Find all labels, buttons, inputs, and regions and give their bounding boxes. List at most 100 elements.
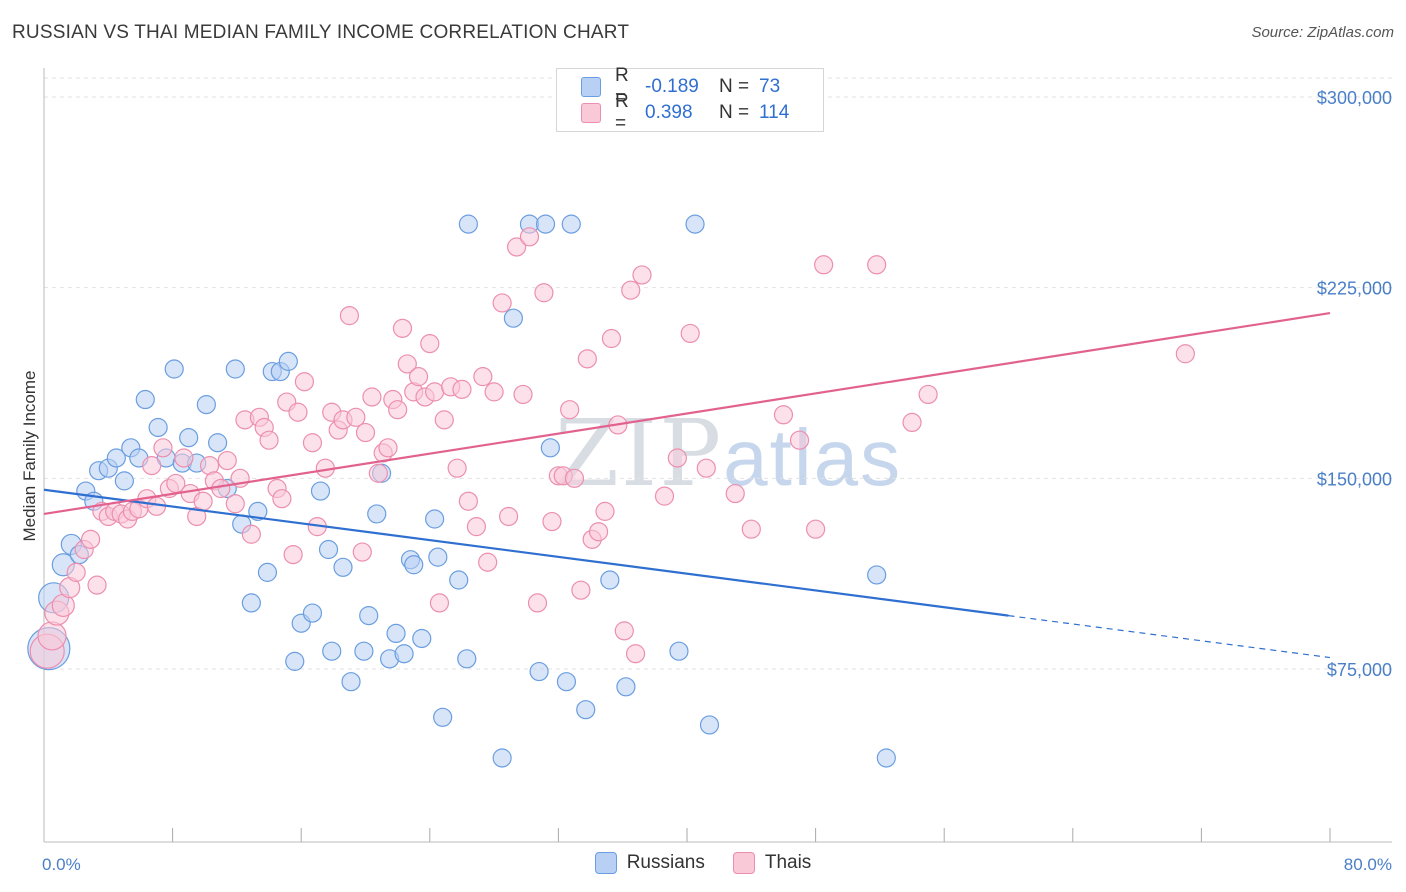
russian-point	[225, 359, 245, 379]
series-legend-thais[interactable]: Thais	[732, 852, 811, 874]
russian-point	[404, 555, 424, 575]
thai-point	[217, 450, 237, 471]
watermark: ZIPatlas	[555, 400, 902, 507]
thai-point	[484, 382, 504, 402]
thai-point	[773, 405, 794, 425]
russian-point	[669, 641, 689, 661]
thai-point	[339, 306, 360, 326]
russian-point	[867, 565, 887, 585]
russian-point	[164, 359, 184, 379]
thai-point	[680, 323, 700, 344]
russian-point	[208, 433, 228, 453]
thai-point	[283, 544, 303, 565]
legend-swatch-russians	[581, 77, 601, 97]
thai-point	[241, 524, 261, 544]
chart-title: RUSSIAN VS THAI MEDIAN FAMILY INCOME COR…	[12, 22, 630, 43]
russian-point	[257, 562, 278, 582]
thai-point	[362, 387, 382, 407]
thai-point	[174, 448, 194, 468]
thai-trend-line	[43, 312, 1331, 516]
russian-point	[114, 471, 134, 491]
thai-point	[654, 486, 675, 506]
russian-point	[492, 748, 512, 768]
thai-point	[225, 494, 245, 514]
thai-point	[595, 501, 615, 521]
x-tick-label: 0.0%	[42, 855, 81, 874]
thai-point	[408, 367, 429, 387]
thai-point	[211, 478, 231, 499]
thai-point	[302, 433, 323, 453]
y-axis-label: Median Family Income	[20, 370, 39, 541]
x-tick-label: 80.0%	[1344, 855, 1392, 874]
thai-point	[1175, 344, 1195, 364]
correlation-legend: R = -0.189 N = 73 R = 0.398 N = 114	[556, 65, 824, 134]
thai-point	[696, 458, 716, 478]
russian-point	[394, 644, 414, 664]
source-label: Source: ZipAtlas.com	[1251, 24, 1394, 41]
thai-point	[272, 489, 292, 509]
legend-row-thais: R = 0.398 N = 114	[581, 91, 790, 134]
russian-point	[699, 715, 720, 735]
thai-point	[632, 265, 652, 285]
y-tick-label: $300,000	[1317, 88, 1392, 108]
russian-point	[576, 700, 596, 720]
legend-n-label: N =	[719, 76, 750, 97]
thai-point	[571, 580, 591, 600]
legend-r-value: 0.398	[645, 102, 693, 123]
russian-point	[503, 308, 523, 328]
russian-point	[278, 351, 298, 371]
legend-n-value: 73	[759, 76, 781, 97]
russian-trend-line	[43, 488, 1009, 617]
thai-point	[153, 438, 173, 458]
thai-point	[66, 562, 86, 582]
russian-point	[535, 214, 556, 234]
thai-point	[392, 318, 413, 338]
thai-point	[564, 468, 585, 488]
thai-point	[507, 237, 527, 257]
thai-point	[352, 542, 372, 562]
thai-point	[725, 483, 745, 504]
thai-point	[388, 400, 408, 420]
legend-r-value: -0.189	[645, 76, 699, 97]
russian-point	[333, 557, 353, 577]
thai-point	[577, 349, 597, 369]
russian-point	[318, 539, 339, 560]
legend-n-value: 114	[759, 102, 790, 123]
thai-point	[867, 255, 887, 275]
thai-point	[805, 519, 826, 539]
russian-point	[179, 428, 199, 448]
russian-point	[425, 509, 445, 529]
thai-point	[193, 491, 213, 511]
thai-point	[378, 438, 398, 458]
thai-point	[614, 621, 634, 641]
russian-point	[341, 672, 361, 692]
thai-point	[918, 384, 938, 405]
series-legend: Russians Thais	[0, 852, 1406, 874]
thai-point	[425, 382, 445, 402]
thai-point	[397, 354, 417, 374]
series-swatch-russians	[594, 852, 617, 874]
thai-point	[355, 422, 376, 443]
series-swatch-thais	[732, 852, 755, 874]
thai-point	[519, 227, 540, 247]
thai-point	[542, 511, 562, 532]
thai-point	[368, 463, 388, 483]
russian-point	[148, 417, 168, 438]
russian-point	[106, 448, 126, 468]
russian-point	[354, 641, 374, 661]
thai-point	[294, 372, 315, 392]
thai-point	[789, 430, 810, 450]
legend-r-label: R =	[615, 65, 629, 108]
thai-point	[667, 448, 687, 468]
russian-point	[428, 547, 448, 567]
russian-point	[529, 661, 549, 682]
thai-point	[466, 517, 487, 537]
thai-point	[288, 402, 308, 422]
series-legend-russians[interactable]: Russians	[594, 852, 705, 874]
thai-point	[452, 379, 472, 399]
thai-point	[259, 430, 279, 450]
y-tick-label: $225,000	[1317, 279, 1392, 299]
thai-point	[498, 506, 519, 527]
russian-point	[876, 748, 896, 768]
